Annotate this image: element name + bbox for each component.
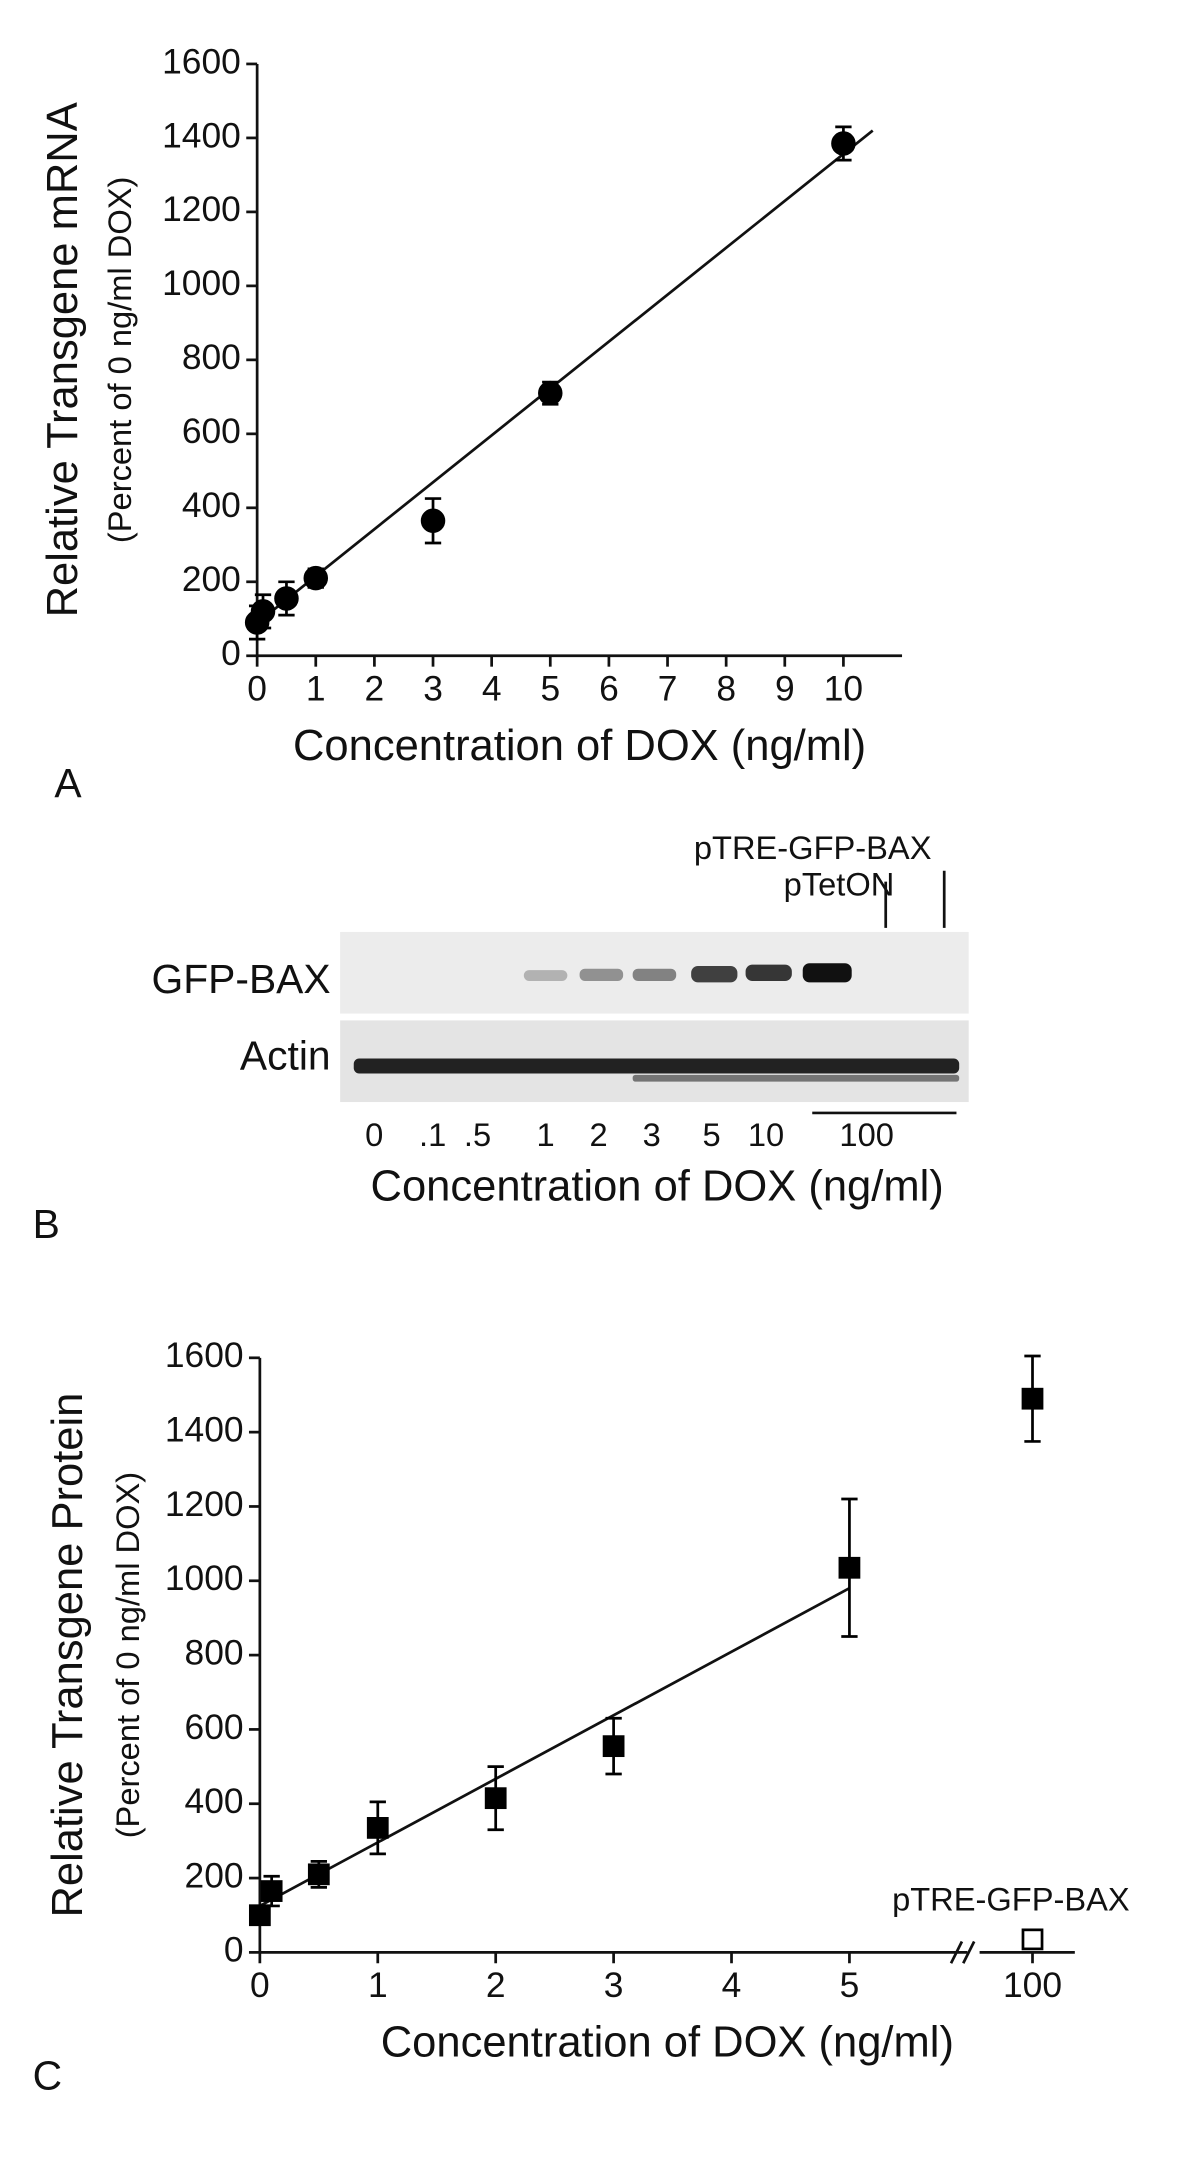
data-point bbox=[1021, 1928, 1044, 1951]
x-tick-label: 2 bbox=[365, 670, 385, 709]
y-tick-label: 1400 bbox=[162, 116, 241, 155]
data-point bbox=[1021, 1387, 1044, 1410]
y-axis-label: (Percent of 0 ng/ml DOX) bbox=[109, 1472, 146, 1838]
lane-label: 5 bbox=[702, 1116, 720, 1153]
x-tick-label: 3 bbox=[423, 670, 443, 709]
data-point bbox=[274, 586, 299, 611]
axis-break bbox=[962, 1940, 976, 1964]
x-axis-label: Concentration of DOX (ng/ml) bbox=[371, 1163, 944, 1211]
lane-label: 0 bbox=[365, 1116, 383, 1153]
data-point bbox=[366, 1817, 389, 1839]
lane-labels: 0 .1 .5 1 2 3 5 10 100 bbox=[365, 1116, 894, 1153]
y-tick-label: 1200 bbox=[162, 190, 241, 229]
x-tick-label: 6 bbox=[599, 670, 619, 709]
x-tick-label: 1 bbox=[368, 1966, 388, 2005]
y-tick-label: 400 bbox=[182, 486, 241, 525]
lane-label: 100 bbox=[839, 1116, 893, 1153]
x-tick-label: 100 bbox=[1003, 1966, 1062, 2005]
x-tick-label: 4 bbox=[722, 1966, 742, 2005]
y-tick-label: 1000 bbox=[162, 264, 241, 303]
data-point bbox=[250, 599, 276, 624]
x-tick-label: 2 bbox=[486, 1966, 506, 2005]
band bbox=[691, 965, 738, 983]
x-tick-label: 3 bbox=[604, 1966, 624, 2005]
y-tick-label: 0 bbox=[224, 1931, 244, 1970]
data-point bbox=[538, 380, 563, 406]
lane-label: 1 bbox=[537, 1116, 555, 1153]
y-tick-label: 0 bbox=[221, 634, 241, 673]
x-tick-label: 5 bbox=[540, 670, 560, 709]
x-axis-label: Concentration of DOX (ng/ml) bbox=[381, 2018, 954, 2066]
x-tick-label: 0 bbox=[250, 1966, 270, 2005]
y-tick-label: 200 bbox=[185, 1856, 244, 1895]
panel-label: A bbox=[54, 760, 82, 806]
fit-line bbox=[259, 129, 874, 622]
construct-label: pTRE-GFP-BAX bbox=[694, 829, 932, 866]
y-axis-label: Relative Transgene Protein bbox=[44, 1393, 92, 1918]
axis-break bbox=[949, 1940, 964, 1964]
blot-image bbox=[340, 931, 969, 1103]
y-tick-label: 800 bbox=[182, 338, 241, 377]
band bbox=[579, 968, 624, 981]
y-tick-label: 1400 bbox=[165, 1410, 244, 1449]
y-tick-label: 1600 bbox=[162, 42, 241, 81]
band bbox=[632, 968, 677, 981]
y-tick-label: 1600 bbox=[165, 1336, 244, 1375]
x-axis-label: Concentration of DOX (ng/ml) bbox=[293, 722, 866, 770]
row-label: GFP-BAX bbox=[152, 956, 331, 1002]
x-tick-label: 10 bbox=[824, 670, 863, 709]
y-tick-label: 1000 bbox=[165, 1559, 244, 1598]
annotation: pTRE-GFP-BAX bbox=[892, 1881, 1130, 1918]
band bbox=[523, 970, 568, 981]
x-tick-label: 4 bbox=[482, 670, 502, 709]
lane-label: 3 bbox=[643, 1116, 661, 1153]
row-label: Actin bbox=[240, 1032, 331, 1078]
lane-label: .5 bbox=[464, 1116, 491, 1153]
data-point bbox=[248, 1904, 271, 1927]
fit-line bbox=[259, 1587, 851, 1908]
x-tick-label: 9 bbox=[775, 670, 795, 709]
y-tick-label: 400 bbox=[185, 1782, 244, 1821]
y-tick-label: 1200 bbox=[165, 1485, 244, 1524]
data-point bbox=[420, 508, 446, 534]
y-axis-label: (Percent of 0 ng/ml DOX) bbox=[101, 177, 138, 543]
data-point bbox=[260, 1880, 283, 1902]
x-tick-label: 8 bbox=[716, 670, 736, 709]
y-tick-label: 600 bbox=[182, 412, 241, 451]
data-point bbox=[831, 131, 856, 156]
lane-label: .1 bbox=[419, 1116, 446, 1153]
lane-label: 2 bbox=[590, 1116, 608, 1153]
band bbox=[632, 1074, 960, 1082]
data-point bbox=[303, 565, 329, 591]
data-point bbox=[838, 1556, 861, 1579]
data-point bbox=[602, 1735, 625, 1758]
panel-label: B bbox=[33, 1201, 60, 1247]
data-point bbox=[484, 1787, 507, 1810]
y-tick-label: 600 bbox=[185, 1708, 244, 1747]
x-tick-label: 7 bbox=[658, 670, 678, 709]
x-tick-label: 1 bbox=[306, 670, 326, 709]
panel-label: C bbox=[33, 2053, 62, 2099]
band bbox=[745, 964, 792, 981]
y-tick-label: 800 bbox=[185, 1633, 244, 1672]
construct-label: pTetON bbox=[784, 866, 895, 903]
band bbox=[353, 1058, 960, 1074]
y-axis-label: Relative Transgene mRNA bbox=[39, 102, 87, 617]
x-tick-label: 0 bbox=[247, 670, 267, 709]
data-point bbox=[307, 1863, 330, 1886]
y-tick-label: 200 bbox=[182, 560, 241, 599]
band bbox=[802, 963, 852, 983]
lane-label: 10 bbox=[748, 1116, 784, 1153]
x-tick-label: 5 bbox=[840, 1966, 860, 2005]
